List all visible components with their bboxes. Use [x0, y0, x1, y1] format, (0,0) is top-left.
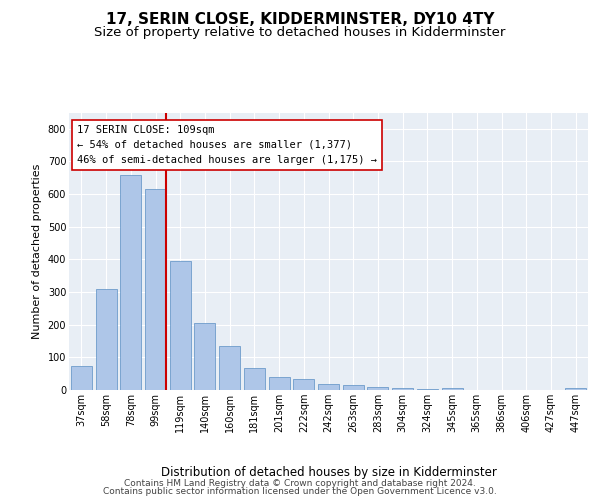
Bar	[219, 346, 240, 390]
Text: Contains public sector information licensed under the Open Government Licence v3: Contains public sector information licen…	[103, 487, 497, 496]
Text: Distribution of detached houses by size in Kidderminster: Distribution of detached houses by size …	[161, 466, 497, 479]
Bar	[367, 386, 388, 390]
Text: 17 SERIN CLOSE: 109sqm
← 54% of detached houses are smaller (1,377)
46% of semi-: 17 SERIN CLOSE: 109sqm ← 54% of detached…	[77, 125, 377, 164]
Bar	[145, 189, 166, 390]
Bar	[392, 388, 413, 390]
Bar	[170, 261, 191, 390]
Bar	[194, 323, 215, 390]
Text: 17, SERIN CLOSE, KIDDERMINSTER, DY10 4TY: 17, SERIN CLOSE, KIDDERMINSTER, DY10 4TY	[106, 12, 494, 28]
Text: Contains HM Land Registry data © Crown copyright and database right 2024.: Contains HM Land Registry data © Crown c…	[124, 478, 476, 488]
Bar	[565, 388, 586, 390]
Y-axis label: Number of detached properties: Number of detached properties	[32, 164, 42, 339]
Text: Size of property relative to detached houses in Kidderminster: Size of property relative to detached ho…	[94, 26, 506, 39]
Bar	[244, 368, 265, 390]
Bar	[95, 289, 116, 390]
Bar	[442, 388, 463, 390]
Bar	[120, 174, 141, 390]
Bar	[71, 366, 92, 390]
Bar	[269, 377, 290, 390]
Bar	[293, 379, 314, 390]
Bar	[343, 386, 364, 390]
Bar	[318, 384, 339, 390]
